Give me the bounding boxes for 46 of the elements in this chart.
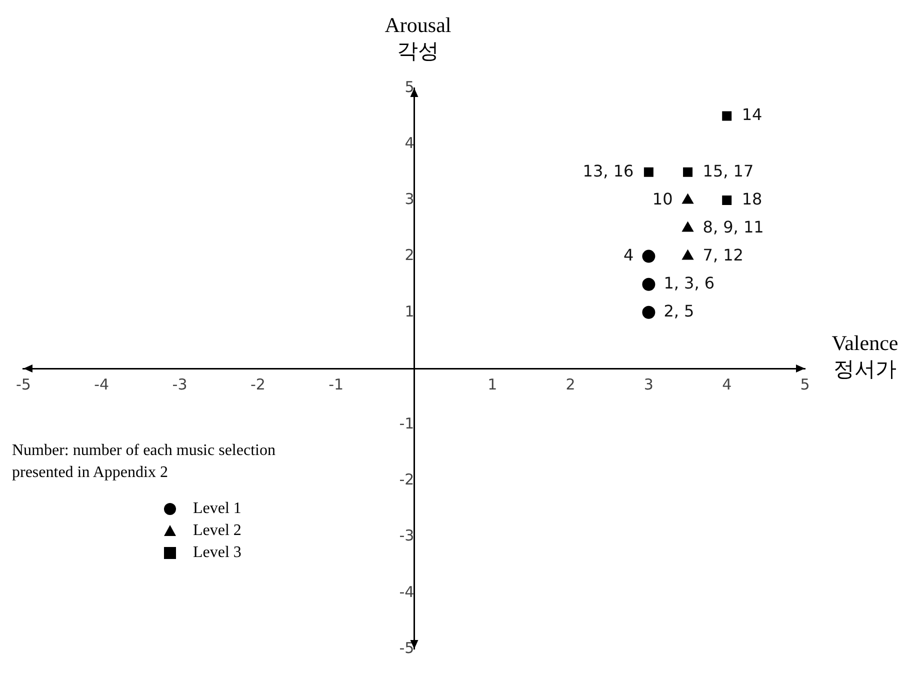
y-axis-title: Arousal 각성 <box>384 12 452 64</box>
x-tick-label: 2 <box>566 375 576 394</box>
annotation: 18 <box>742 189 762 208</box>
annotation: 8, 9, 11 <box>702 217 764 236</box>
annotation: 13, 16 <box>582 161 634 180</box>
y-tick-label: -2 <box>399 470 414 489</box>
x-tick-label: 1 <box>488 375 498 394</box>
y-tick-label: 5 <box>404 78 414 96</box>
y-tick-label: -1 <box>399 414 414 432</box>
x-axis-title: Valence 정서가 <box>830 330 900 382</box>
legend-label: Level 2 <box>192 521 242 541</box>
point <box>682 194 694 204</box>
point <box>682 222 694 232</box>
annotation: Number: number of each music selection presented in Appendix 2 <box>12 441 276 483</box>
y-tick-label: 2 <box>404 246 414 264</box>
point <box>722 111 732 121</box>
point <box>642 278 656 291</box>
x-tick-label: 5 <box>800 375 810 394</box>
x-tick-label: 3 <box>644 375 654 394</box>
x-tick-label: -3 <box>172 375 188 394</box>
annotation: 1, 3, 6 <box>664 274 715 293</box>
point <box>644 167 654 177</box>
annotation: 2, 5 <box>664 302 694 321</box>
x-tick-label: -2 <box>250 375 266 394</box>
y-tick-label: 1 <box>404 302 414 320</box>
point <box>642 306 656 319</box>
annotation: 4 <box>624 245 634 264</box>
x-tick-label: -5 <box>16 375 31 394</box>
x-tick-label: 4 <box>722 375 732 394</box>
annotation: 15, 17 <box>702 161 754 180</box>
annotation: 7, 12 <box>702 245 744 264</box>
point <box>682 250 694 260</box>
annotation: 10 <box>652 189 673 208</box>
x-tick-label: -4 <box>94 375 110 394</box>
point <box>642 250 656 263</box>
legend-label: Level 3 <box>192 543 242 563</box>
legend-label: Level 1 <box>192 499 242 519</box>
y-tick-label: 3 <box>404 190 414 208</box>
annotation: 14 <box>742 105 762 124</box>
y-tick-label: -5 <box>399 638 414 657</box>
y-tick-label: 4 <box>404 134 414 152</box>
x-tick-label: -1 <box>328 375 344 394</box>
y-tick-label: -4 <box>399 582 414 601</box>
point <box>722 195 732 205</box>
y-tick-label: -3 <box>399 526 414 545</box>
point <box>683 167 693 177</box>
